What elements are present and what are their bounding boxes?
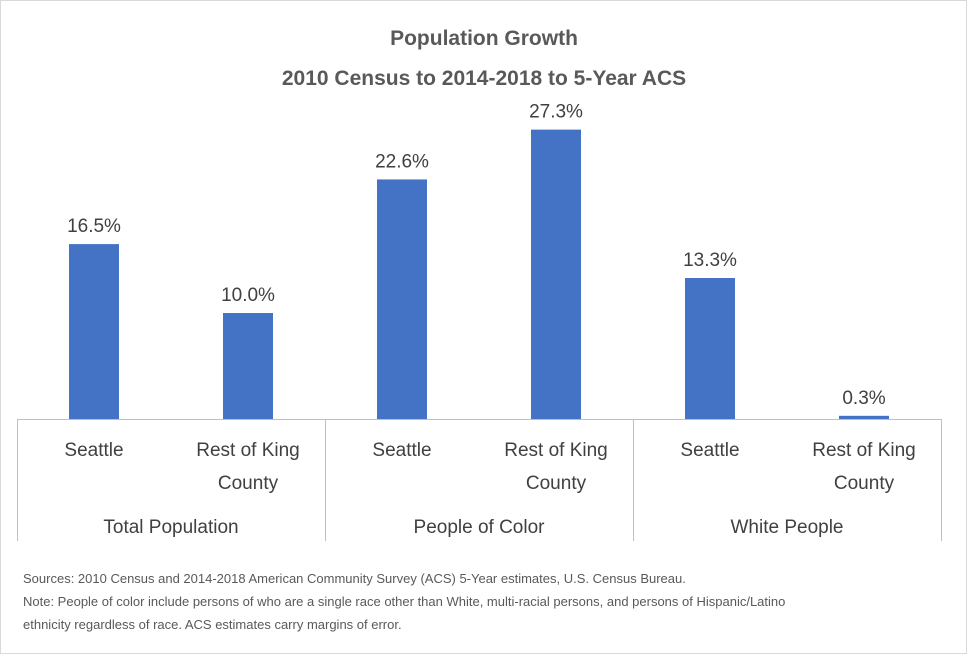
data-label: 27.3% bbox=[529, 102, 583, 123]
category-label: Seattle bbox=[372, 440, 431, 461]
note-line-2: ethnicity regardless of race. ACS estima… bbox=[23, 617, 402, 632]
category-label: County bbox=[526, 473, 587, 494]
data-label: 13.3% bbox=[683, 250, 737, 271]
group-label: People of Color bbox=[414, 517, 546, 538]
category-label: Seattle bbox=[64, 440, 123, 461]
bar-3-2 bbox=[839, 415, 889, 419]
category-label: Rest of King bbox=[504, 440, 608, 461]
chart-title: Population Growth bbox=[390, 27, 578, 50]
bar-1-2 bbox=[223, 313, 273, 419]
group-label: White People bbox=[730, 517, 843, 538]
bar-2-2 bbox=[531, 129, 581, 419]
chart-subtitle: 2010 Census to 2014-2018 to 5-Year ACS bbox=[282, 67, 686, 90]
category-label: County bbox=[218, 473, 279, 494]
category-label: Rest of King bbox=[812, 440, 916, 461]
chart-notes: Sources: 2010 Census and 2014-2018 Ameri… bbox=[23, 567, 943, 636]
data-label: 0.3% bbox=[842, 388, 885, 409]
data-label: 10.0% bbox=[221, 285, 275, 306]
sources-note: Sources: 2010 Census and 2014-2018 Ameri… bbox=[23, 571, 686, 586]
data-label: 16.5% bbox=[67, 216, 121, 237]
category-label: Seattle bbox=[680, 440, 739, 461]
data-label: 22.6% bbox=[375, 151, 429, 172]
note-line-1: Note: People of color include persons of… bbox=[23, 594, 786, 609]
category-label: County bbox=[834, 473, 895, 494]
category-label: Rest of King bbox=[196, 440, 300, 461]
chart-svg: Population Growth 2010 Census to 2014-20… bbox=[17, 27, 942, 541]
bar-1-1 bbox=[69, 244, 119, 419]
plot-area: 16.5% Seattle 10.0% Rest of King County Total… bbox=[17, 102, 942, 541]
bar-3-1 bbox=[685, 278, 735, 419]
group-label: Total Population bbox=[103, 517, 238, 538]
bar-2-1 bbox=[377, 179, 427, 419]
